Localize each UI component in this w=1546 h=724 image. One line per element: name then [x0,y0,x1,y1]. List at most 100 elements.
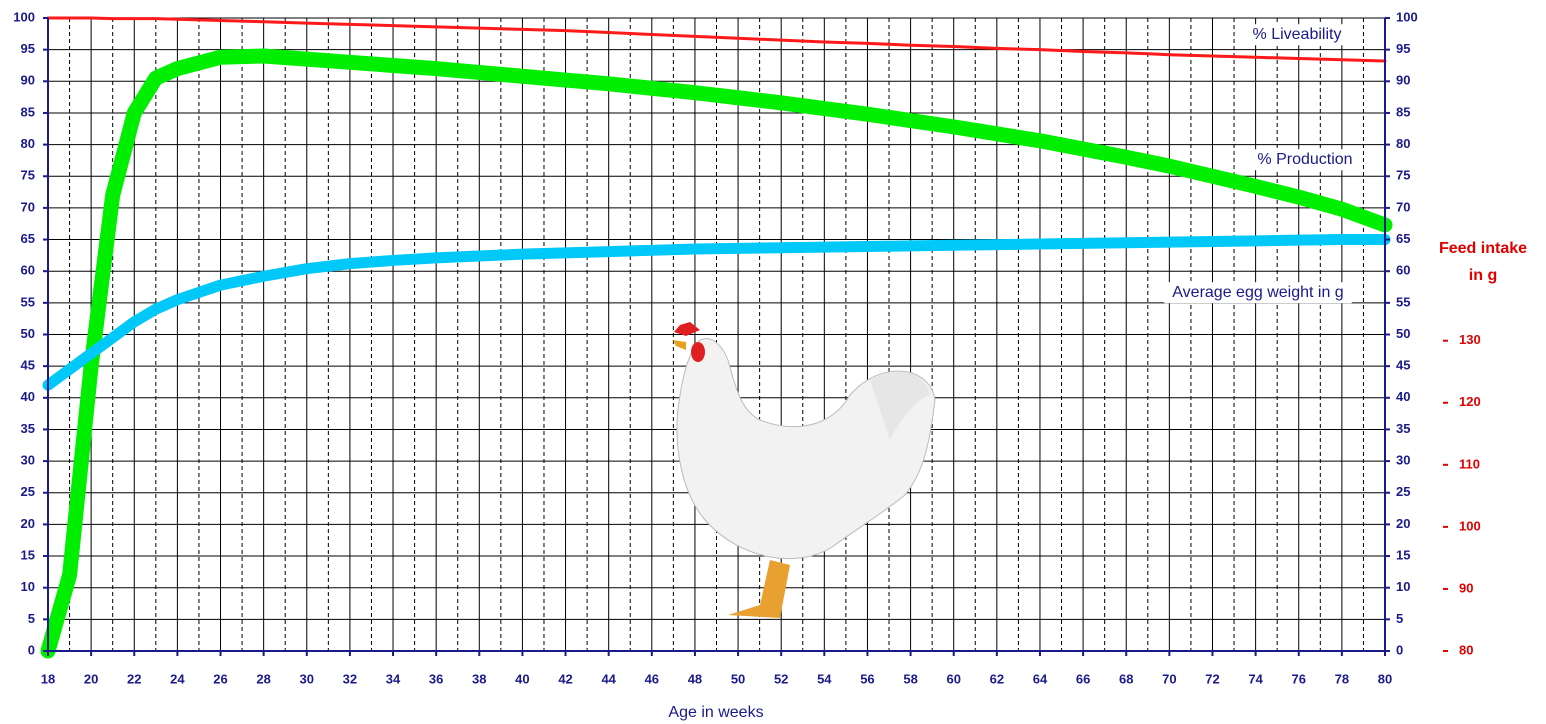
y-tick-label: 90 [21,73,35,88]
series-line [40,48,1393,659]
x-tick-label: 60 [946,671,960,686]
x-tick-label: 34 [386,671,401,686]
y-tick-label: 95 [21,41,35,56]
y2-tick-label: 65 [1396,231,1410,246]
x-tick-label: 52 [774,671,788,686]
x-tick-label: 30 [300,671,314,686]
x-tick-label: 54 [817,671,832,686]
x-axis-label: Age in weeks [668,704,763,721]
y2-tick-label: 70 [1396,199,1410,214]
x-tick-label: 24 [170,671,185,686]
y2-tick-label: 95 [1396,41,1410,56]
x-tick-label: 80 [1378,671,1392,686]
y3-tick-label: 120 [1459,394,1481,409]
x-tick-label: 32 [343,671,357,686]
x-tick-label: 64 [1033,671,1048,686]
hen-comb [674,322,700,336]
x-tick-label: 36 [429,671,443,686]
y3-label: in g [1469,267,1497,284]
x-tick-label: 70 [1162,671,1176,686]
y3-tick-label: 110 [1459,456,1480,471]
series-label-bg [1244,24,1350,46]
y-tick-label: 40 [21,389,35,404]
y-tick-label: 60 [21,263,35,278]
x-tick-label: 26 [213,671,227,686]
x-tick-label: 48 [688,671,702,686]
hen-legs [728,560,790,618]
x-tick-label: 56 [860,671,874,686]
x-tick-label: 66 [1076,671,1090,686]
hen-body [676,338,936,560]
x-tick-label: 18 [41,671,55,686]
series-line [46,16,1387,63]
x-tick-label: 68 [1119,671,1133,686]
x-tick-label: 74 [1248,671,1263,686]
y-tick-label: 80 [21,136,35,151]
y2-tick-label: 45 [1396,358,1410,373]
hen-illustration [673,322,936,618]
hen-beak [673,340,686,350]
y2-tick-label: 15 [1396,547,1410,562]
y2-tick-label: 60 [1396,263,1410,278]
y2-tick-label: 25 [1396,484,1410,499]
y-tick-label: 75 [21,168,35,183]
x-tick-label: 78 [1335,671,1349,686]
y2-tick-label: 35 [1396,421,1410,436]
y2-tick-label: 55 [1396,294,1410,309]
y-tick-label: 20 [21,516,35,531]
y-tick-label: 55 [21,294,35,309]
x-tick-label: 42 [558,671,572,686]
x-tick-label: 38 [472,671,486,686]
y-tick-label: 65 [21,231,35,246]
y-tick-label: 100 [13,9,35,24]
y-tick-label: 85 [21,104,35,119]
y-tick-label: 70 [21,199,35,214]
series-label: Average egg weight in g [1172,284,1343,301]
y3-tick-label: 90 [1459,580,1473,595]
series-label-bg [1164,282,1352,304]
series-label: % Production [1257,151,1352,168]
y2-tick-label: 80 [1396,136,1410,151]
y2-tick-label: 0 [1396,642,1403,657]
y2-tick-label: 75 [1396,168,1410,183]
hen-wattle [691,342,705,362]
series-label-bg [1249,149,1361,171]
hen-tail [870,372,930,440]
x-tick-label: 40 [515,671,529,686]
y-tick-label: 50 [21,326,35,341]
y3-tick-label: 130 [1459,332,1481,347]
y3-tick-label: 100 [1459,518,1481,533]
y-tick-label: 15 [21,547,35,562]
x-tick-label: 62 [990,671,1004,686]
x-tick-label: 50 [731,671,745,686]
x-tick-label: 72 [1205,671,1219,686]
y-tick-label: 0 [28,642,35,657]
series-label: % Liveability [1253,26,1342,43]
y-tick-label: 5 [28,611,35,626]
y2-tick-label: 10 [1396,579,1410,594]
x-tick-label: 76 [1292,671,1306,686]
x-tick-label: 58 [903,671,917,686]
x-tick-label: 44 [601,671,616,686]
x-tick-label: 28 [256,671,270,686]
grid [47,17,1386,652]
x-tick-label: 46 [645,671,659,686]
y2-tick-label: 85 [1396,104,1410,119]
axes: % Liveability % Production Average egg wei… [13,9,1480,686]
x-tick-label: 20 [84,671,98,686]
y3-label: Feed intake [1439,240,1527,257]
y2-tick-label: 40 [1396,389,1410,404]
y-tick-label: 45 [21,358,35,373]
lines [40,16,1393,659]
y3-tick-label: 80 [1459,642,1473,657]
y2-tick-label: 100 [1396,9,1418,24]
y2-tick-label: 20 [1396,516,1410,531]
series-line [42,234,1391,391]
x-tick-label: 22 [127,671,141,686]
y-tick-label: 30 [21,453,35,468]
y2-tick-label: 5 [1396,611,1403,626]
y2-tick-label: 90 [1396,73,1410,88]
y-tick-label: 10 [21,579,35,594]
